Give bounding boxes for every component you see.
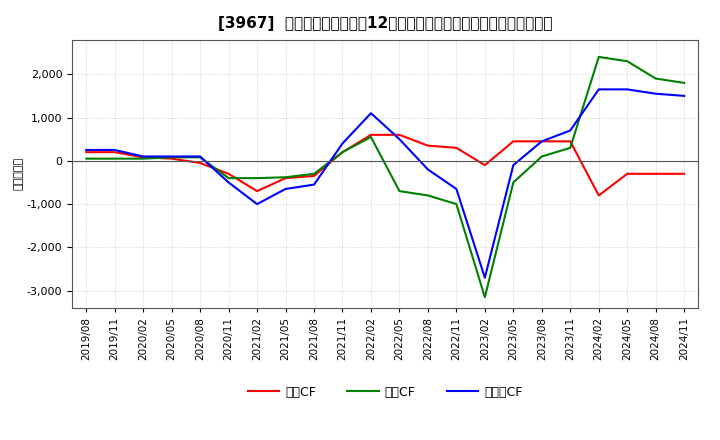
営業CF (566, 139, 575, 144)
フリーCF (110, 147, 119, 153)
営業CF (310, 173, 318, 179)
投資CF (595, 54, 603, 59)
投資CF (196, 155, 204, 160)
投資CF (623, 59, 631, 64)
フリーCF (82, 147, 91, 153)
投資CF (652, 76, 660, 81)
投資CF (253, 176, 261, 181)
フリーCF (480, 275, 489, 280)
フリーCF (566, 128, 575, 133)
投資CF (82, 156, 91, 161)
Y-axis label: （百万円）: （百万円） (14, 157, 24, 191)
営業CF (82, 150, 91, 155)
フリーCF (537, 139, 546, 144)
フリーCF (395, 136, 404, 142)
営業CF (139, 155, 148, 160)
営業CF (480, 162, 489, 168)
投資CF (566, 145, 575, 150)
フリーCF (366, 110, 375, 116)
Legend: 営業CF, 投資CF, フリーCF: 営業CF, 投資CF, フリーCF (243, 381, 528, 404)
フリーCF (652, 91, 660, 96)
営業CF (196, 160, 204, 165)
フリーCF (225, 180, 233, 185)
フリーCF (509, 162, 518, 168)
フリーCF (452, 186, 461, 191)
営業CF (680, 171, 688, 176)
投資CF (110, 156, 119, 161)
フリーCF (196, 154, 204, 159)
営業CF (395, 132, 404, 137)
投資CF (338, 150, 347, 155)
投資CF (139, 156, 148, 161)
営業CF (225, 171, 233, 176)
フリーCF (282, 186, 290, 191)
投資CF (680, 80, 688, 85)
営業CF (253, 188, 261, 194)
投資CF (366, 134, 375, 139)
Line: 投資CF: 投資CF (86, 57, 684, 297)
営業CF (509, 139, 518, 144)
営業CF (366, 132, 375, 137)
投資CF (167, 155, 176, 160)
営業CF (110, 150, 119, 155)
フリーCF (595, 87, 603, 92)
投資CF (537, 154, 546, 159)
フリーCF (167, 154, 176, 159)
フリーCF (139, 154, 148, 159)
営業CF (282, 176, 290, 181)
投資CF (282, 175, 290, 180)
フリーCF (338, 141, 347, 146)
Title: [3967]  キャッシュフローの12か月移動合計の対前年同期増減額の推移: [3967] キャッシュフローの12か月移動合計の対前年同期増減額の推移 (218, 16, 552, 32)
投資CF (480, 294, 489, 300)
フリーCF (680, 93, 688, 99)
Line: フリーCF: フリーCF (86, 89, 684, 278)
営業CF (452, 145, 461, 150)
営業CF (537, 139, 546, 144)
投資CF (310, 171, 318, 176)
営業CF (595, 193, 603, 198)
営業CF (423, 143, 432, 148)
投資CF (509, 180, 518, 185)
営業CF (623, 171, 631, 176)
Line: 営業CF: 営業CF (86, 135, 684, 195)
投資CF (225, 176, 233, 181)
営業CF (338, 150, 347, 155)
フリーCF (423, 167, 432, 172)
投資CF (395, 188, 404, 194)
営業CF (652, 171, 660, 176)
投資CF (423, 193, 432, 198)
フリーCF (623, 87, 631, 92)
フリーCF (253, 202, 261, 207)
フリーCF (310, 182, 318, 187)
投資CF (452, 202, 461, 207)
営業CF (167, 156, 176, 161)
